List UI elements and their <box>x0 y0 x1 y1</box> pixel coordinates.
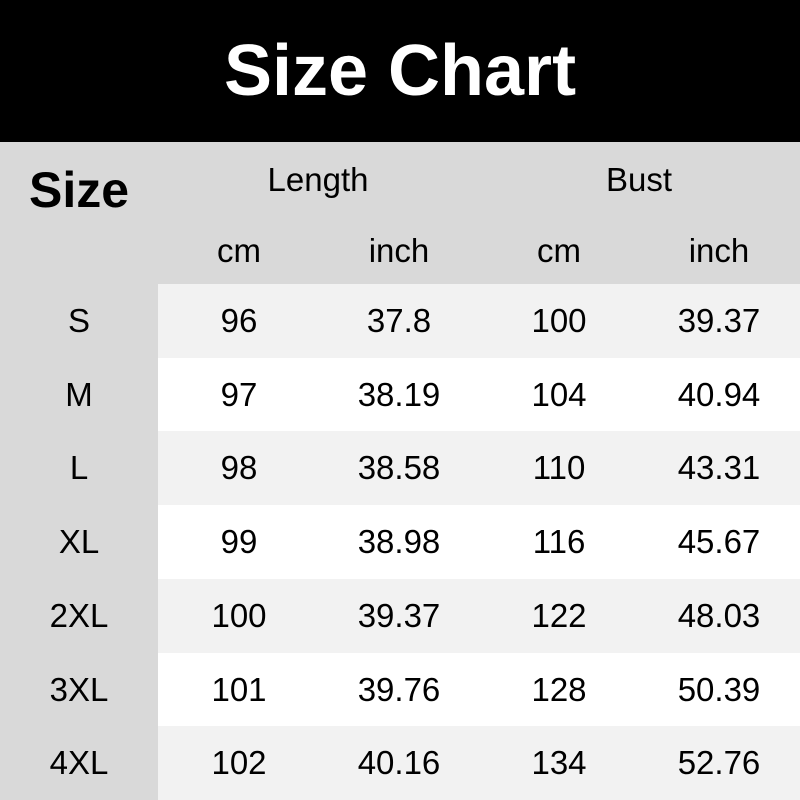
length-inch-cell: 38.58 <box>357 449 441 487</box>
bust-cm-cell: 104 <box>531 375 587 413</box>
length-cm-cell: 99 <box>220 523 258 561</box>
table-row: 4XL 102 40.16 134 52.76 <box>0 726 800 800</box>
bust-cm-header: cm <box>537 232 581 269</box>
bust-cm-cell: 122 <box>531 596 587 634</box>
length-inch-cell: 38.19 <box>357 375 441 413</box>
length-inch-cell: 37.8 <box>366 302 432 339</box>
page-title: Size Chart <box>0 0 800 142</box>
row-background <box>158 284 800 358</box>
row-background <box>158 431 800 506</box>
row-background <box>158 652 800 727</box>
table-row: 3XL 101 39.76 128 50.39 <box>0 652 800 727</box>
length-cm-header: cm <box>217 232 261 269</box>
size-cell: XL <box>58 523 100 561</box>
table-row: L 98 38.58 110 43.31 <box>0 431 800 506</box>
bust-header: Bust <box>605 161 673 198</box>
bust-cm-cell: 134 <box>531 744 587 782</box>
table-row: M 97 38.19 104 40.94 <box>0 357 800 432</box>
row-background <box>158 578 800 653</box>
length-cm-cell: 101 <box>211 670 267 708</box>
size-cell: 3XL <box>49 670 109 708</box>
length-cm-cell: 96 <box>220 302 258 339</box>
length-cm-cell: 98 <box>220 449 258 487</box>
bust-inch-header: inch <box>688 232 750 269</box>
length-cm-cell: 102 <box>211 744 267 782</box>
size-header: Size <box>28 162 130 218</box>
size-cell: M <box>65 375 93 413</box>
length-inch-header: inch <box>368 232 430 269</box>
bust-inch-cell: 45.67 <box>677 523 761 561</box>
table-row: XL 99 38.98 116 45.67 <box>0 505 800 580</box>
length-inch-cell: 38.98 <box>357 523 441 561</box>
length-inch-cell: 40.16 <box>357 744 441 782</box>
table-row: 2XL 100 39.37 122 48.03 <box>0 578 800 653</box>
size-cell: S <box>67 302 90 339</box>
bust-cm-cell: 128 <box>531 670 587 708</box>
bust-cm-cell: 110 <box>532 449 586 487</box>
length-cm-cell: 100 <box>211 596 267 634</box>
table-row: S 96 37.8 100 39.37 <box>0 284 800 358</box>
size-column-bg <box>0 142 158 800</box>
bust-cm-cell: 116 <box>532 523 586 561</box>
length-cm-cell: 97 <box>220 375 258 413</box>
bust-inch-cell: 39.37 <box>677 302 761 339</box>
row-background <box>158 357 800 432</box>
bust-cm-cell: 100 <box>531 302 587 339</box>
row-background <box>158 505 800 580</box>
length-header: Length <box>267 161 369 198</box>
row-background <box>158 726 800 800</box>
size-cell: 2XL <box>49 596 109 634</box>
length-inch-cell: 39.37 <box>357 596 441 634</box>
bust-inch-cell: 50.39 <box>677 670 761 708</box>
bust-inch-cell: 52.76 <box>677 744 761 782</box>
size-cell: 4XL <box>49 744 109 782</box>
length-inch-cell: 39.76 <box>357 670 441 708</box>
bust-inch-cell: 48.03 <box>677 596 761 634</box>
size-cell: L <box>69 449 89 487</box>
bust-inch-cell: 43.31 <box>677 449 761 487</box>
bust-inch-cell: 40.94 <box>677 375 761 413</box>
